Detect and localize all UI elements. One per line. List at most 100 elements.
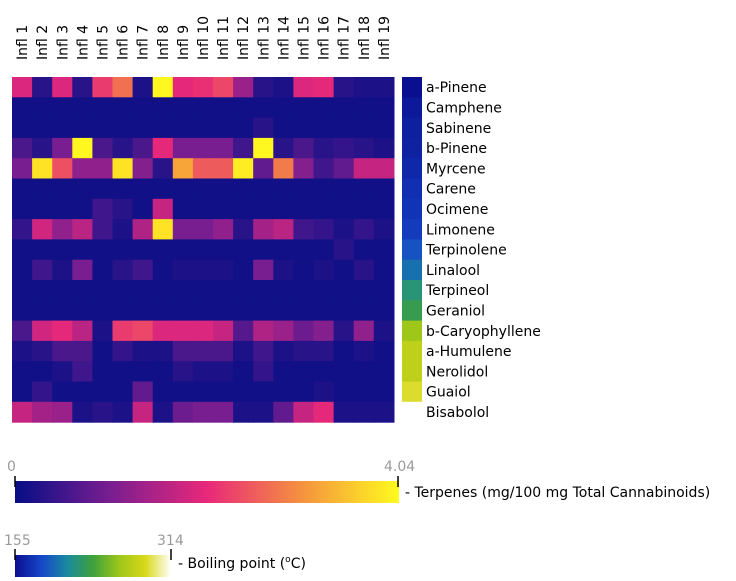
boiling-point-cell <box>402 259 422 281</box>
terpenes-colorbar-gradient <box>15 481 399 503</box>
heatmap-cell <box>373 320 395 342</box>
heatmap-cell <box>273 280 294 301</box>
heatmap-cell <box>213 158 234 180</box>
heatmap-cell <box>52 259 73 281</box>
heatmap-cell <box>253 340 274 362</box>
heatmap-cell <box>132 198 154 220</box>
heatmap-cell <box>172 117 194 139</box>
heatmap-cell <box>92 77 114 98</box>
heatmap-cell <box>132 77 154 98</box>
row-label: a-Humulene <box>426 344 512 360</box>
heatmap-cell <box>152 77 174 98</box>
column-label: Infl 13 <box>256 16 272 60</box>
row-label: Terpineol <box>425 283 489 299</box>
boiling-point-cell <box>402 117 422 139</box>
boiling-point-cell <box>402 280 422 301</box>
heatmap-cell <box>213 219 234 240</box>
heatmap-cell <box>253 137 274 159</box>
heatmap-cell <box>192 361 214 383</box>
boiling-point-cell <box>402 97 422 119</box>
heatmap-cell <box>192 219 214 240</box>
heatmap-cell <box>353 239 375 261</box>
heatmap-cell <box>52 117 73 139</box>
boiling-point-cell <box>402 381 422 403</box>
heatmap-cell <box>92 340 114 362</box>
boiling-point-colorbar-title: - Boiling point (oC) <box>178 555 306 572</box>
heatmap-cell <box>192 137 214 159</box>
heatmap-cell <box>293 280 315 301</box>
heatmap-cell <box>12 300 33 322</box>
heatmap-cell <box>152 137 174 159</box>
heatmap-cell <box>213 381 234 403</box>
heatmap-cell <box>213 239 234 261</box>
heatmap-cell <box>233 300 254 322</box>
heatmap-cell <box>52 77 73 98</box>
heatmap-cell <box>132 239 154 261</box>
heatmap-cell <box>253 198 274 220</box>
heatmap-cell <box>72 117 93 139</box>
heatmap-cell <box>172 381 194 403</box>
column-label: Infl 7 <box>136 25 152 60</box>
heatmap-cell <box>32 117 53 139</box>
row-label: Sabinene <box>426 121 491 137</box>
terpenes-colorbar-min-label: 0 <box>7 459 16 475</box>
heatmap-cell <box>92 137 114 159</box>
boiling-point-cell <box>402 340 422 362</box>
heatmap-cell <box>32 97 53 119</box>
heatmap-cell <box>72 280 93 301</box>
terpenes-colorbar-title: - Terpenes (mg/100 mg Total Cannabinoids… <box>405 485 710 501</box>
heatmap-cell <box>273 320 294 342</box>
heatmap-cell <box>72 401 93 423</box>
heatmap-cell <box>12 178 33 200</box>
heatmap-cell <box>273 158 294 180</box>
heatmap-cell <box>353 97 375 119</box>
heatmap-cell <box>52 137 73 159</box>
heatmap-cell <box>72 381 93 403</box>
heatmap-cell <box>213 361 234 383</box>
heatmap-cell <box>192 198 214 220</box>
heatmap-cell <box>52 198 73 220</box>
heatmap-cell <box>112 198 134 220</box>
heatmap-cell <box>92 381 114 403</box>
heatmap-cell <box>72 219 93 240</box>
heatmap-cell <box>373 300 395 322</box>
heatmap-cell <box>353 117 375 139</box>
heatmap-cell <box>233 219 254 240</box>
heatmap-cell <box>52 239 73 261</box>
heatmap-cell <box>132 158 154 180</box>
heatmap-cell <box>172 340 194 362</box>
heatmap-cell <box>373 361 395 383</box>
heatmap-cell <box>333 361 355 383</box>
heatmap-cell <box>253 300 274 322</box>
heatmap-cell <box>233 178 254 200</box>
heatmap-cell <box>313 219 335 240</box>
heatmap-cell <box>172 320 194 342</box>
heatmap-cell <box>353 137 375 159</box>
boiling-point-cell <box>402 178 422 200</box>
heatmap-cell <box>172 361 194 383</box>
heatmap-cell <box>273 97 294 119</box>
heatmap-cell <box>192 178 214 200</box>
heatmap-cell <box>333 158 355 180</box>
boiling-point-colorbar-gradient <box>15 555 171 577</box>
heatmap-cell <box>333 178 355 200</box>
heatmap-cell <box>112 117 134 139</box>
heatmap-cell <box>112 77 134 98</box>
column-label: Infl 8 <box>156 25 172 60</box>
heatmap-row-labels: a-Pinene Camphene Sabinene b-Pinene Myrcene C… <box>425 80 541 421</box>
terpenes-colorbar: 0 4.04 - Terpenes (mg/100 mg Total Canna… <box>7 459 710 503</box>
heatmap-cell <box>293 239 315 261</box>
heatmap-cell <box>213 320 234 342</box>
heatmap-cell <box>333 320 355 342</box>
boiling-point-title-degree: o <box>285 555 291 565</box>
column-label: Infl 3 <box>55 25 71 60</box>
heatmap-cell <box>373 401 395 423</box>
boiling-point-cell <box>402 137 422 159</box>
heatmap-cell <box>293 137 315 159</box>
heatmap-cell <box>152 158 174 180</box>
row-label: a-Pinene <box>426 80 487 96</box>
heatmap-cell <box>333 239 355 261</box>
heatmap-cell <box>172 219 194 240</box>
heatmap-cell <box>273 178 294 200</box>
heatmap-cell <box>152 198 174 220</box>
